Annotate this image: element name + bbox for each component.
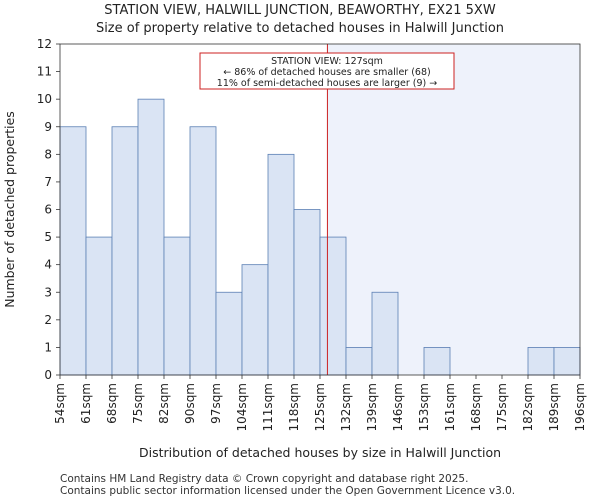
y-tick-label-9: 9 xyxy=(44,120,52,134)
y-tick-label-4: 4 xyxy=(44,258,52,272)
bar-118sqm xyxy=(293,209,321,376)
x-tick-label-54sqm: 54sqm xyxy=(53,383,67,424)
x-tick-label-118sqm: 118sqm xyxy=(287,383,301,431)
x-axis-label: Distribution of detached houses by size … xyxy=(139,445,501,460)
x-tick-label-82sqm: 82sqm xyxy=(157,383,171,424)
y-tick-label-2: 2 xyxy=(44,313,52,327)
chart-subtitle: Size of property relative to detached ho… xyxy=(95,21,505,36)
y-tick-label-1: 1 xyxy=(44,340,52,354)
x-tick-label-111sqm: 111sqm xyxy=(261,383,275,431)
annotation-box xyxy=(199,52,455,90)
bar-90sqm xyxy=(189,126,217,376)
chart-title: STATION VIEW, HALWILL JUNCTION, BEAWORTH… xyxy=(104,3,496,18)
bar-82sqm xyxy=(163,236,191,376)
bar-153sqm xyxy=(423,347,451,376)
y-tick-label-6: 6 xyxy=(44,203,52,217)
bar-61sqm xyxy=(85,236,113,376)
annotation-title: STATION VIEW: 127sqm xyxy=(271,56,383,67)
x-tick-label-182sqm: 182sqm xyxy=(521,383,535,431)
y-axis-label: Number of detached properties xyxy=(2,111,17,308)
highlight-region xyxy=(327,44,580,375)
x-tick-label-125sqm: 125sqm xyxy=(313,383,327,431)
bar-68sqm xyxy=(111,126,139,376)
y-tick-label-7: 7 xyxy=(44,175,52,189)
x-tick-label-104sqm: 104sqm xyxy=(235,383,249,431)
bar-125sqm xyxy=(319,236,347,376)
x-tick-label-90sqm: 90sqm xyxy=(183,383,197,424)
x-tick-label-168sqm: 168sqm xyxy=(469,383,483,431)
footer-line-1: Contains HM Land Registry data © Crown c… xyxy=(60,473,469,485)
x-tick-label-97sqm: 97sqm xyxy=(209,383,223,424)
bar-104sqm xyxy=(241,264,269,376)
x-tick-label-196sqm: 196sqm xyxy=(573,383,587,431)
y-tick-label-3: 3 xyxy=(44,285,52,299)
bar-132sqm xyxy=(345,347,373,376)
x-tick-label-175sqm: 175sqm xyxy=(495,383,509,431)
x-tick-label-132sqm: 132sqm xyxy=(339,383,353,431)
footer-line-2: Contains public sector information licen… xyxy=(60,485,516,497)
x-tick-label-68sqm: 68sqm xyxy=(105,383,119,424)
x-tick-label-146sqm: 146sqm xyxy=(391,383,405,431)
y-tick-label-12: 12 xyxy=(37,37,52,51)
bar-111sqm xyxy=(267,153,295,376)
x-tick-label-161sqm: 161sqm xyxy=(443,383,457,431)
y-tick-label-8: 8 xyxy=(44,147,52,161)
x-tick-label-139sqm: 139sqm xyxy=(365,383,379,431)
annotation-smaller: ← 86% of detached houses are smaller (68… xyxy=(223,67,430,78)
x-tick-label-189sqm: 189sqm xyxy=(547,383,561,431)
x-tick-label-153sqm: 153sqm xyxy=(417,383,431,431)
bar-97sqm xyxy=(215,291,243,376)
bar-189sqm xyxy=(553,347,581,376)
x-tick-label-75sqm: 75sqm xyxy=(131,383,145,424)
x-tick-label-61sqm: 61sqm xyxy=(79,383,93,424)
annotation-larger: 11% of semi-detached houses are larger (… xyxy=(217,78,437,89)
bar-54sqm xyxy=(59,126,87,376)
y-tick-label-11: 11 xyxy=(37,65,52,79)
y-tick-label-0: 0 xyxy=(44,368,52,382)
bar-75sqm xyxy=(137,98,165,376)
y-tick-label-10: 10 xyxy=(37,92,52,106)
bar-139sqm xyxy=(371,291,399,376)
y-tick-label-5: 5 xyxy=(44,230,52,244)
bar-182sqm xyxy=(527,347,555,376)
